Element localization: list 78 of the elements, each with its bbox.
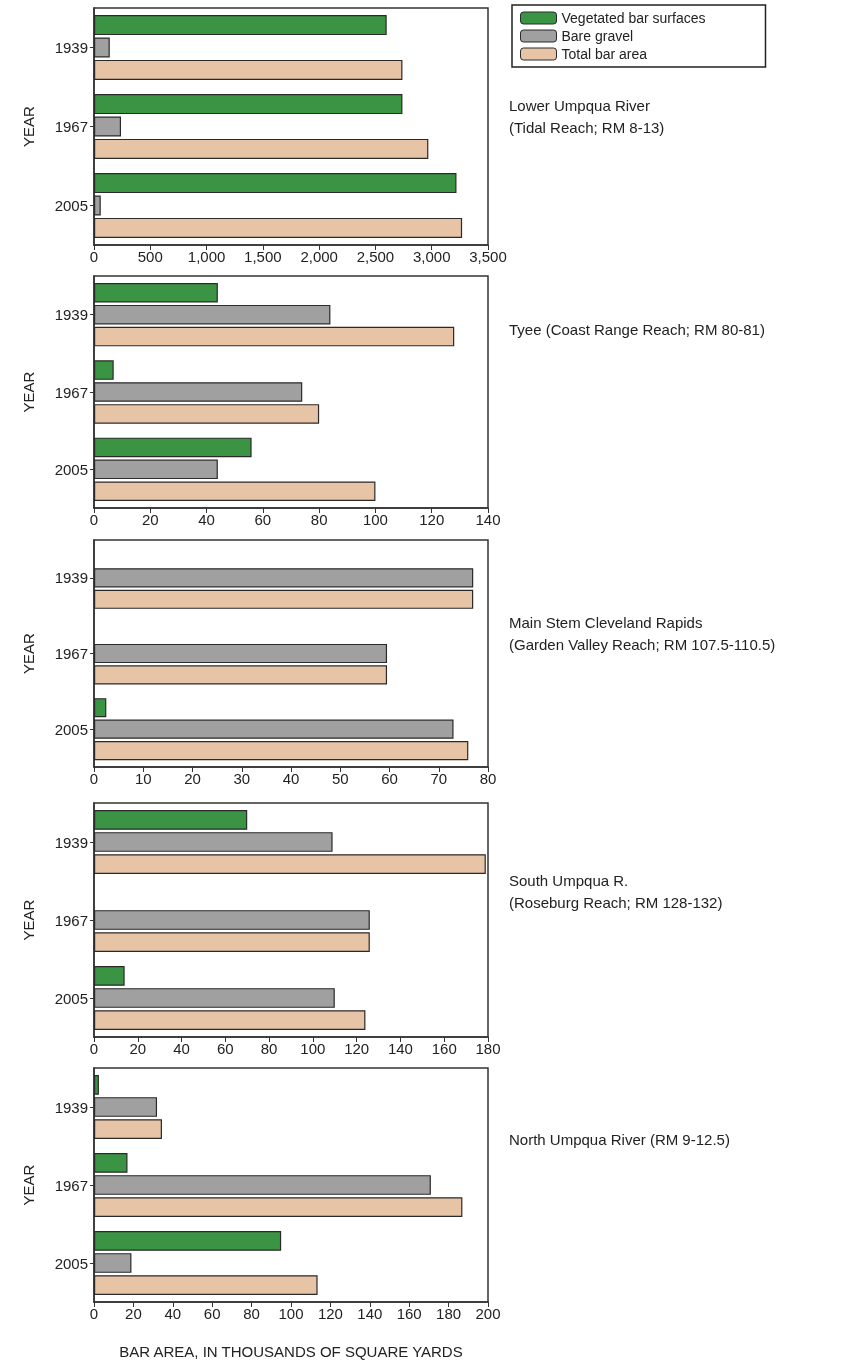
y-tick-label: 2005 [54, 460, 88, 478]
x-tick-label: 40 [198, 511, 215, 528]
y-tick-label: 1967 [54, 118, 88, 135]
text: (Tidal Reach; RM 8-13) [509, 119, 665, 136]
x-tick-label: 80 [310, 511, 328, 528]
x-tick-label: 60 [254, 511, 272, 528]
x-tick-label: 180 [436, 1305, 462, 1322]
y-tick-label: 1967 [54, 1176, 88, 1194]
y-axis-title: YEAR [20, 632, 37, 674]
x-tick-label: 60 [216, 1040, 234, 1057]
x-tick-label: 120 [317, 1305, 343, 1322]
x-tick-label: 1,000 [187, 248, 226, 265]
x-tick-label: 100 [300, 1040, 326, 1057]
x-tick-label: 40 [164, 1305, 182, 1322]
y-tick-label: 1967 [54, 383, 88, 401]
x-tick-label: 80 [260, 1040, 278, 1057]
x-tick-label: 3,500 [469, 248, 507, 265]
x-tick-label: 0 [89, 1040, 99, 1057]
y-tick-label: 1967 [54, 645, 88, 662]
x-tick-label: 140 [357, 1305, 383, 1322]
x-tick-label: 20 [184, 770, 201, 787]
y-tick-label: 1939 [54, 569, 88, 587]
x-tick-label: 0 [89, 1305, 99, 1322]
x-tick-label: 80 [243, 1305, 260, 1322]
x-tick-label: 2,000 [300, 248, 338, 265]
x-tick-label: 100 [278, 1305, 304, 1322]
legend-label: Total bar area [561, 46, 648, 62]
x-tick-label: 180 [475, 1040, 501, 1057]
x-tick-label: 140 [387, 1040, 413, 1057]
x-tick-label: 50 [331, 770, 349, 787]
x-tick-label: 30 [233, 770, 251, 787]
x-tick-label: 120 [419, 511, 445, 528]
y-axis-title: YEAR [20, 371, 37, 413]
x-tick-label: 40 [173, 1040, 190, 1057]
x-tick-label: 60 [381, 770, 398, 787]
text: South Umpqua R. [509, 872, 629, 889]
x-tick-label: 1,500 [244, 248, 282, 265]
y-tick-label: 1967 [54, 911, 88, 929]
x-axis-title: BAR AREA, IN THOUSANDS OF SQUARE YARDS [119, 1343, 463, 1360]
x-tick-label: 120 [344, 1040, 370, 1057]
x-tick-label: 40 [282, 770, 300, 787]
y-tick-label: 2005 [54, 197, 88, 214]
y-tick-label: 2005 [54, 989, 88, 1007]
x-tick-label: 100 [362, 511, 388, 528]
x-tick-label: 0 [89, 511, 99, 528]
x-tick-label: 3,000 [412, 248, 451, 265]
x-tick-label: 160 [431, 1040, 457, 1057]
x-tick-label: 20 [141, 511, 159, 528]
text: (Roseburg Reach; RM 128-132) [509, 894, 723, 911]
x-tick-label: 80 [479, 770, 497, 787]
x-tick-label: 20 [125, 1305, 142, 1322]
y-tick-label: 2005 [54, 720, 88, 738]
legend-label: Vegetated bar surfaces [561, 10, 706, 26]
text: (Garden Valley Reach; RM 107.5-110.5) [509, 636, 776, 653]
y-axis-title: YEAR [20, 899, 37, 941]
x-tick-label: 10 [134, 770, 152, 787]
y-tick-label: 1939 [54, 306, 88, 324]
y-tick-label: 1939 [54, 1098, 88, 1116]
y-axis-title: YEAR [20, 1164, 37, 1206]
text: Main Stem Cleveland Rapids [509, 614, 703, 631]
y-axis-title: YEAR [20, 105, 37, 147]
x-tick-label: 70 [430, 770, 448, 787]
x-tick-label: 60 [203, 1305, 221, 1322]
y-tick-label: 1939 [54, 39, 88, 56]
x-tick-label: 500 [137, 248, 163, 265]
x-tick-label: 0 [89, 248, 99, 265]
text: Tyee (Coast Range Reach; RM 80-81) [509, 321, 765, 338]
legend-label: Bare gravel [561, 28, 634, 44]
text: North Umpqua River (RM 9-12.5) [509, 1131, 730, 1148]
x-tick-label: 160 [396, 1305, 422, 1322]
x-tick-label: 2,500 [356, 248, 395, 265]
text: Lower Umpqua River [509, 97, 650, 114]
x-tick-label: 200 [475, 1305, 501, 1322]
x-tick-label: 20 [129, 1040, 147, 1057]
y-tick-label: 1939 [54, 833, 88, 851]
x-tick-label: 0 [89, 770, 99, 787]
y-tick-label: 2005 [54, 1254, 88, 1272]
x-tick-label: 140 [475, 511, 501, 528]
